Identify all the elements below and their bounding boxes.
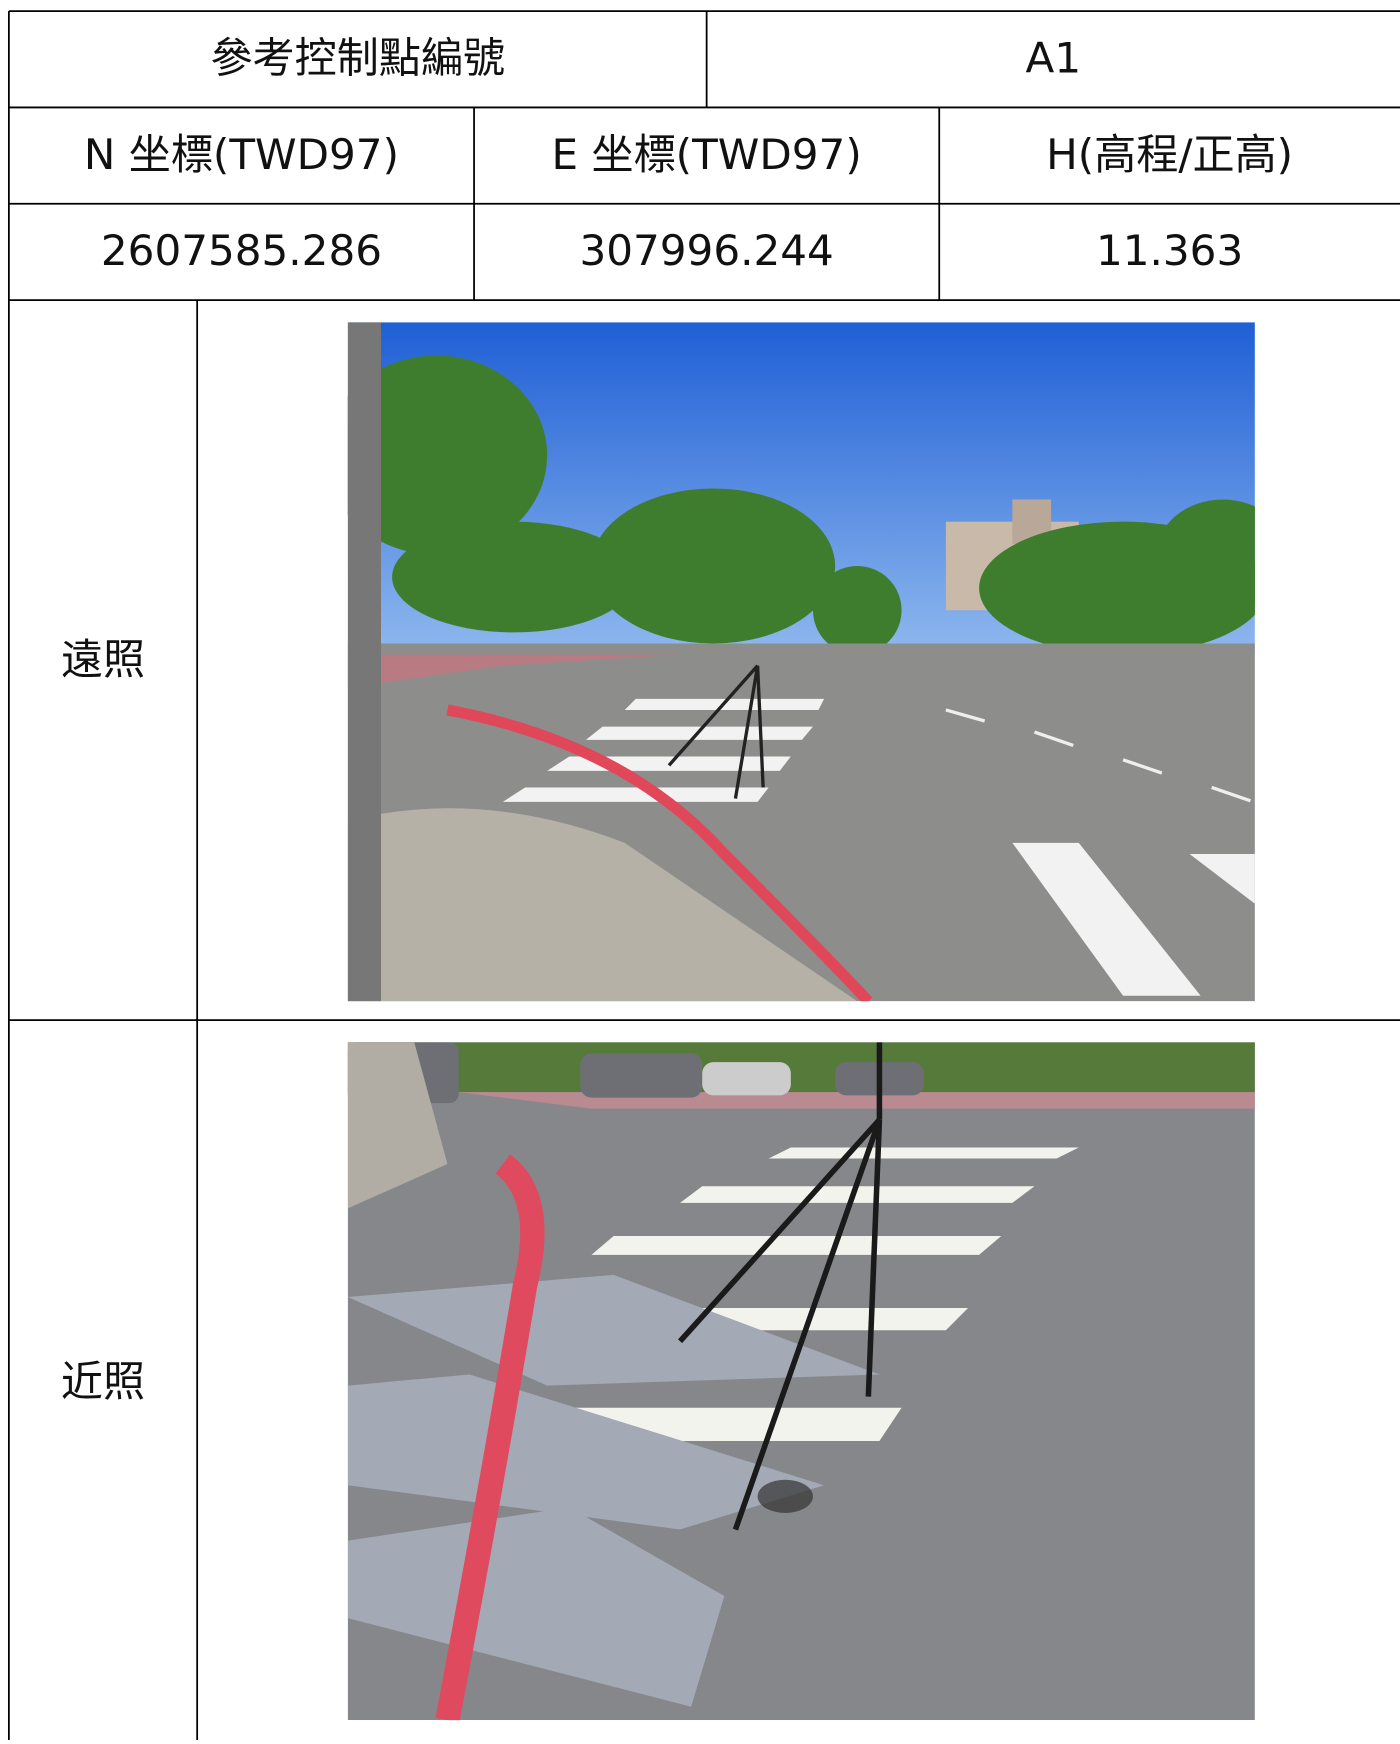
pole [347,322,382,1002]
coordinate: 11.363 [1096,226,1243,275]
coordinate: 307996.244 [579,226,833,275]
parking [347,654,681,688]
tripod [678,1042,883,1531]
header: H(高程/正高) [1046,130,1293,179]
red-curb [435,1154,545,1721]
coordinate: 2607585.286 [101,226,382,275]
title-label: 參考控制點編號 [210,33,505,82]
shadow [757,1479,813,1513]
tripod [667,664,765,799]
header: N 坐標(TWD97) [84,130,399,179]
header: E 坐標(TWD97) [552,130,862,179]
photo-label: 遠照 [61,635,145,684]
table-borders [7,10,1400,1740]
photo-label: 近照 [61,1357,145,1406]
crosswalk [502,698,1255,996]
crosswalk-faded [347,1274,880,1707]
trees [347,355,1255,655]
far-photo [347,322,1255,1002]
sidewalk [347,808,858,1002]
trees [347,1042,1255,1093]
near-photo [347,1042,1255,1721]
lane-marks [945,708,1252,803]
sidewalk [347,1042,448,1209]
red-curb [446,704,873,1002]
title-value: A1 [1026,33,1082,82]
